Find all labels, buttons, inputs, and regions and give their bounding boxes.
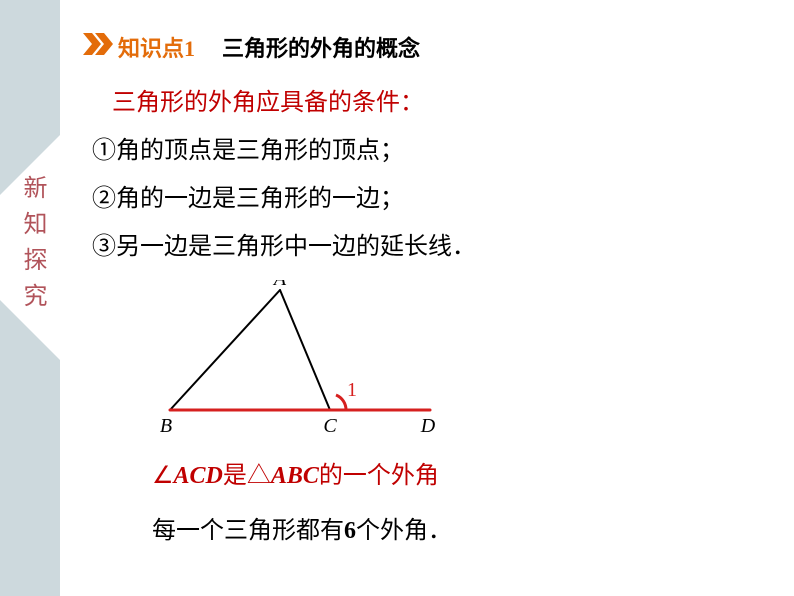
- chevron-icon: [83, 33, 117, 55]
- statement-count: 每一个三角形都有6个外角．: [152, 510, 452, 545]
- triangle-name: ABC: [271, 463, 319, 489]
- label-D: D: [420, 415, 436, 437]
- kp-text: 知识点: [118, 36, 184, 61]
- count-post: 个外角．: [356, 518, 452, 544]
- knowledge-point-label: 知识点1: [118, 31, 195, 63]
- label-C: C: [323, 415, 337, 437]
- conditions-heading: 三角形的外角应具备的条件：: [112, 82, 424, 117]
- condition-2: ②角的一边是三角形的一边；: [92, 178, 404, 213]
- label-B: B: [160, 415, 172, 437]
- angle-name: ACD: [174, 463, 223, 489]
- condition-1: ①角的顶点是三角形的顶点；: [92, 130, 404, 165]
- angle-arc: [336, 395, 346, 410]
- sidebar-shape-top: [0, 0, 60, 195]
- side-AC: [280, 290, 330, 410]
- count-pre: 每一个三角形都有: [152, 518, 344, 544]
- angle-symbol: ∠: [152, 463, 174, 489]
- angle-label-1: 1: [347, 379, 357, 401]
- kp-number: 1: [184, 36, 195, 61]
- text-suffix: 的一个外角: [319, 463, 439, 489]
- condition-3: ③另一边是三角形中一边的延长线．: [92, 226, 476, 261]
- sidebar-shape-bottom: [0, 300, 60, 596]
- sidebar-label: 新知探究: [15, 175, 50, 319]
- section-title: 三角形的外角的概念: [222, 31, 420, 63]
- side-AB: [170, 290, 280, 410]
- label-A: A: [272, 280, 287, 290]
- sidebar-panel: 新知探究: [0, 0, 60, 596]
- triangle-diagram: A B C D 1: [150, 280, 460, 440]
- statement-exterior-angle: ∠ACD是△ABC的一个外角: [152, 455, 439, 490]
- text-is: 是: [223, 463, 247, 489]
- count-number: 6: [344, 518, 356, 544]
- triangle-symbol: △: [247, 463, 271, 489]
